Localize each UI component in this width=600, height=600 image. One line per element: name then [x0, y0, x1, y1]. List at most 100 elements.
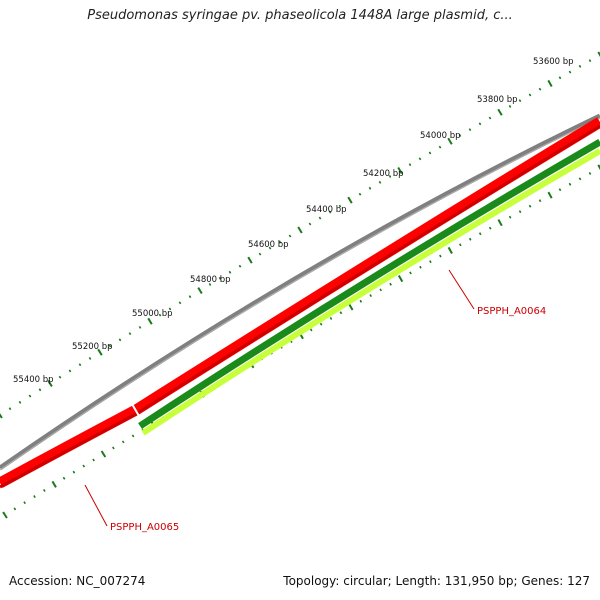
ruler-minor-tick [538, 87, 542, 91]
ruler-minor-tick [419, 265, 422, 269]
ruler-tick-label: 55000 bp [132, 309, 173, 319]
ruler-tick-label: 55200 bp [72, 342, 113, 352]
ruler-minor-tick [178, 301, 182, 305]
ruler-minor-tick [468, 237, 472, 241]
ruler-major-tick [51, 480, 57, 488]
ruler-minor-tick [92, 458, 95, 462]
ruler-minor-tick [558, 188, 562, 192]
ruler-minor-tick [338, 204, 342, 208]
ruler-tick-label: 54200 bp [363, 169, 404, 179]
ruler-minor-tick [369, 294, 372, 297]
ruler-minor-tick [168, 307, 172, 311]
ruler-minor-tick [588, 172, 592, 175]
ruler-minor-tick [72, 470, 76, 474]
outer-ruler: 53600 bp 53800 bp 54000 bp 54200 bp 54400 bp… [0, 51, 600, 419]
ruler-minor-tick [428, 151, 432, 155]
ruler-minor-tick [439, 254, 442, 258]
ruler-major-tick [348, 303, 354, 311]
ruler-minor-tick [588, 59, 592, 63]
gene-arc-pspph-a0064-shadow [135, 124, 600, 416]
ruler-minor-tick [258, 252, 262, 256]
ruler-minor-tick [538, 199, 542, 203]
ruler-minor-tick [528, 204, 532, 208]
ruler-minor-tick [131, 434, 135, 438]
ruler-tick-label: 54000 bp [420, 131, 461, 141]
ruler-minor-tick [378, 180, 382, 184]
ruler-minor-tick [458, 134, 462, 137]
ruler-minor-tick [518, 99, 522, 103]
ruler-minor-tick [78, 363, 82, 367]
ruler-major-tick [597, 164, 600, 171]
backbone-track [0, 113, 600, 471]
ruler-tick-label: 54600 bp [248, 240, 289, 250]
ruler-minor-tick [368, 186, 372, 190]
backbone-highlight [0, 117, 600, 471]
ruler-minor-tick [408, 163, 412, 167]
ruler-major-tick [147, 317, 153, 325]
ruler-minor-tick [328, 210, 332, 214]
ruler-major-tick [597, 51, 600, 58]
gene-label-pspph-a0065: PSPPH_A0065 [110, 522, 179, 533]
ruler-minor-tick [108, 344, 112, 348]
ruler-minor-tick [528, 93, 532, 97]
ruler-minor-tick [128, 332, 132, 336]
ruler-minor-tick [28, 394, 32, 398]
gene-boundary [131, 403, 140, 417]
ruler-minor-tick [409, 271, 412, 275]
ruler-minor-tick [568, 182, 572, 186]
ruler-minor-tick [359, 299, 363, 303]
ruler-minor-tick [429, 260, 432, 264]
ruler-major-tick [0, 413, 3, 419]
ruler-minor-tick [218, 276, 222, 280]
cds-track-light [141, 148, 600, 436]
ruler-minor-tick [558, 76, 562, 80]
ruler-major-tick [397, 166, 403, 175]
ruler-tick-label: 53600 bp [533, 57, 574, 67]
ruler-major-tick [97, 348, 103, 356]
ruler-minor-tick [578, 64, 582, 68]
ruler-minor-tick [488, 226, 492, 230]
ruler-minor-tick [329, 317, 333, 320]
ruler-minor-tick [18, 400, 22, 404]
ruler-minor-tick [112, 446, 115, 450]
ruler-minor-tick [38, 388, 42, 392]
ruler-minor-tick [358, 192, 362, 196]
accession-text: Accession: NC_007274 [9, 574, 146, 588]
ruler-minor-tick [318, 216, 322, 220]
ruler-minor-tick [568, 70, 572, 74]
gene-arc-pspph-a0065-shadow [0, 412, 137, 489]
ruler-major-tick [447, 246, 453, 254]
ruler-tick-label: 53800 bp [477, 95, 518, 105]
ruler-major-tick [247, 256, 253, 264]
ruler-minor-tick [438, 145, 442, 149]
ruler-minor-tick [118, 338, 122, 342]
ruler-minor-tick [278, 240, 282, 244]
ruler-major-tick [447, 137, 453, 145]
ruler-minor-tick [459, 243, 462, 247]
ruler-major-tick [347, 196, 353, 204]
ruler-minor-tick [319, 322, 323, 326]
ruler-minor-tick [62, 476, 66, 480]
ruler-minor-tick [8, 407, 12, 411]
ruler-minor-tick [43, 488, 46, 492]
ruler-major-tick [397, 275, 404, 283]
ruler-minor-tick [23, 501, 26, 505]
ruler-minor-tick [228, 270, 232, 274]
ruler-minor-tick [33, 495, 36, 498]
ruler-minor-tick [88, 357, 92, 360]
callout-line-pspph-a0065 [84, 484, 108, 527]
ruler-minor-tick [68, 369, 72, 373]
ruler-major-tick [100, 450, 107, 458]
ruler-major-tick [297, 226, 303, 234]
ruler-minor-tick [488, 116, 492, 120]
ruler-minor-tick [418, 157, 422, 161]
ruler-minor-tick [389, 282, 392, 286]
cds-track-dark [138, 138, 600, 429]
ruler-minor-tick [478, 232, 482, 236]
gene-arc-pspph-a0065[interactable] [0, 405, 139, 488]
gene-arc-pspph-a0064[interactable] [133, 117, 600, 415]
ruler-minor-tick [82, 464, 86, 468]
ruler-minor-tick [508, 215, 512, 219]
ruler-minor-tick [13, 507, 17, 511]
ruler-minor-tick [339, 311, 343, 315]
